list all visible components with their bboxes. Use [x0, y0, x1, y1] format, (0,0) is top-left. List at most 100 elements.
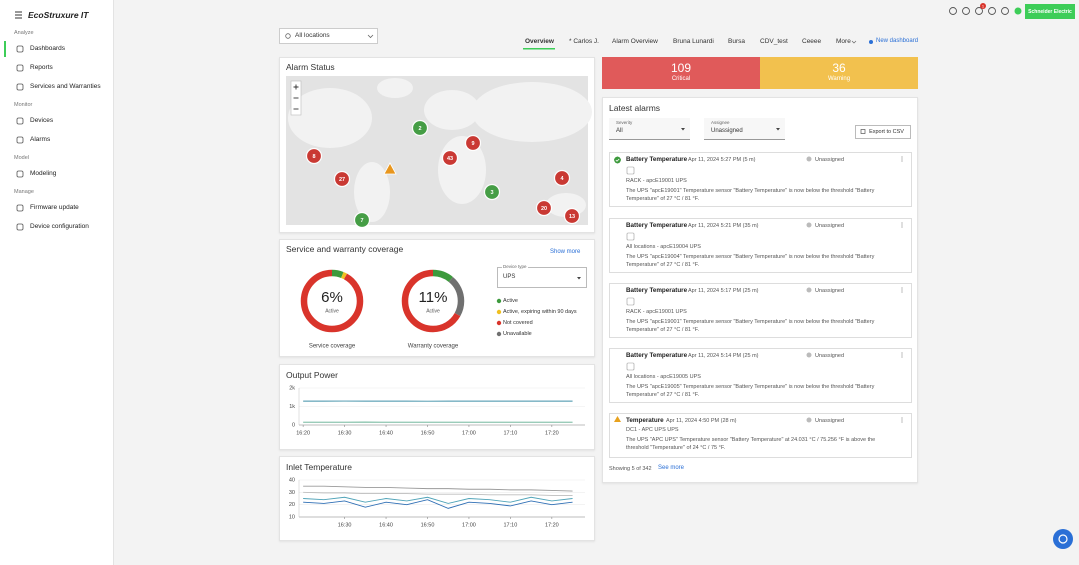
help-icon [1058, 534, 1068, 544]
user-status [1014, 7, 1022, 15]
toolbar-icon [975, 7, 983, 15]
alarm-title: Temperature [626, 417, 664, 424]
alarm-item[interactable] [609, 283, 912, 338]
nav-item[interactable]: Alarms [30, 136, 51, 143]
location-filter[interactable] [279, 28, 378, 44]
alarm-location: DC1 - APC UPS UPS [626, 427, 679, 433]
alarm-title: Battery Temperature [626, 287, 688, 294]
legend-label: Unavailable [503, 331, 532, 337]
device-type-label: Device type [502, 264, 528, 269]
alarm-assignee: Unassigned [815, 352, 845, 359]
tab[interactable]: CDV_test [760, 38, 788, 45]
section-title: Model [14, 155, 29, 161]
summary-tile: 36 Warning [760, 57, 918, 89]
summary-tile: 109 Critical [602, 57, 760, 89]
alarm-title: Battery Temperature [626, 222, 688, 229]
summary-label: Critical [671, 76, 691, 82]
nav-item[interactable]: Devices [30, 117, 54, 124]
logo: EcoStruxure IT [28, 10, 89, 20]
device-type-value: UPS [503, 274, 516, 280]
alarm-item[interactable] [609, 413, 912, 458]
alarm-status-card [279, 57, 595, 233]
legend-label: Active [503, 298, 518, 304]
summary-count: 36 [832, 61, 846, 75]
tab[interactable]: Ceeee [802, 38, 822, 45]
alarm-location: RACK - apcE19001 UPS [626, 309, 687, 315]
toolbar-icon [962, 7, 970, 15]
sidebar [0, 0, 114, 565]
alarm-message: The UPS "apcE19005" Temperature sensor "… [626, 384, 875, 398]
alarm-assignee: Unassigned [815, 287, 845, 294]
alarm-title: Battery Temperature [626, 352, 688, 359]
alarm-item[interactable] [609, 218, 912, 273]
card-title: Output Power [286, 370, 338, 380]
nav-item[interactable]: Modeling [30, 170, 57, 177]
alarm-item[interactable] [609, 348, 912, 403]
tab[interactable]: Alarm Overview [612, 38, 658, 45]
alarm-date: Apr 11, 2024 5:27 PM (5 m) [688, 156, 756, 163]
alarm-date: Apr 11, 2024 4:50 PM (28 m) [666, 417, 737, 424]
alarm-date: Apr 11, 2024 5:21 PM (35 m) [688, 222, 759, 229]
filter-value: Unassigned [711, 128, 743, 134]
coverage-card [279, 239, 595, 357]
alarm-assignee: Unassigned [815, 156, 845, 163]
showing-count: Showing 5 of 342 [609, 466, 652, 472]
alarm-location: All locations - apcE19004 UPS [626, 244, 701, 250]
legend-label: Not covered [503, 320, 533, 326]
tab[interactable]: More [836, 38, 851, 45]
notification-count: 1 [982, 3, 985, 8]
card-title: Service and warranty coverage [286, 244, 404, 254]
filter-select[interactable] [609, 118, 690, 140]
brand-logo: Schneider Electric [1025, 4, 1075, 19]
card-title: Alarm Status [286, 62, 335, 72]
export-button[interactable]: Export to CSV [855, 125, 911, 139]
section-title: Analyze [14, 30, 34, 36]
alarm-message: The UPS "APC UPS" Temperature sensor "Ba… [626, 437, 876, 451]
see-more[interactable]: See more [658, 465, 685, 471]
card-title: Inlet Temperature [286, 462, 352, 472]
new-dashboard-icon [869, 40, 873, 44]
notification-badge [980, 3, 986, 9]
help-button [1053, 529, 1073, 549]
tab[interactable]: Overview [525, 38, 554, 45]
alarm-message: The UPS "apcE19004" Temperature sensor "… [626, 254, 875, 268]
alarm-title: Battery Temperature [626, 156, 688, 163]
toolbar-icon [1001, 7, 1009, 15]
summary-count: 109 [670, 61, 692, 75]
nav-item[interactable]: Reports [30, 64, 53, 71]
alarm-date: Apr 11, 2024 5:17 PM (25 m) [688, 287, 759, 294]
chevron [851, 40, 857, 44]
legend-label: Active, expiring within 90 days [503, 309, 577, 315]
location-text: All locations [295, 32, 330, 39]
tab[interactable]: Bruna Lunardi [673, 38, 714, 45]
toolbar-icon [949, 7, 957, 15]
alarm-item[interactable] [609, 152, 912, 207]
alarm-location: All locations - apcE19005 UPS [626, 374, 701, 380]
tab[interactable]: Bursa [728, 38, 745, 45]
new-dashboard[interactable]: New dashboard [876, 38, 919, 44]
summary-label: Warning [827, 76, 851, 82]
alarm-date: Apr 11, 2024 5:14 PM (25 m) [688, 352, 759, 359]
section-title: Monitor [14, 102, 33, 108]
nav-item[interactable]: Dashboards [30, 45, 66, 52]
output-power-card [279, 364, 595, 450]
alarm-message: The UPS "apcE19001" Temperature sensor "… [626, 188, 875, 202]
nav-item[interactable]: Services and Warranties [30, 83, 101, 90]
filter-value: All [616, 128, 623, 134]
filter-select[interactable] [704, 118, 785, 140]
nav-item[interactable]: Firmware update [30, 204, 79, 211]
tab[interactable]: * Carlos J. [569, 38, 599, 45]
alarm-location: RACK - apcE19001 UPS [626, 178, 687, 184]
card-title: Latest alarms [609, 103, 661, 113]
alarm-assignee: Unassigned [815, 222, 845, 229]
active-indicator [4, 41, 6, 57]
filter-label: Severity [616, 120, 633, 125]
nav-item[interactable]: Device configuration [30, 223, 89, 230]
show-more[interactable]: Show more [550, 249, 581, 255]
device-type-select[interactable] [497, 267, 587, 288]
section-title: Manage [14, 189, 34, 195]
toolbar-icon [988, 7, 996, 15]
tab-underline [523, 48, 555, 50]
alarm-assignee: Unassigned [815, 417, 845, 424]
